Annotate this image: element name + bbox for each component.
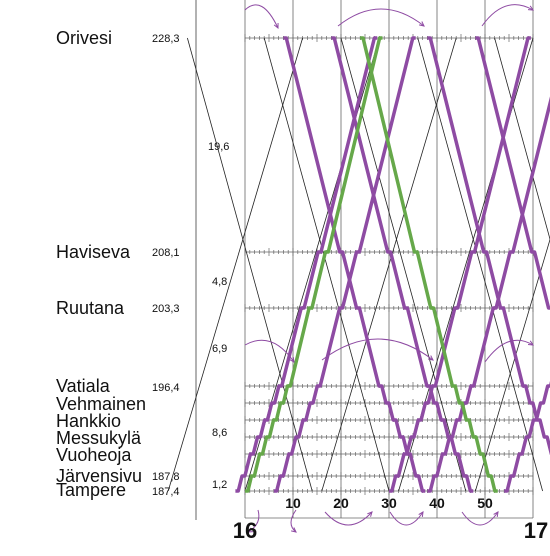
arrow-head <box>527 5 534 11</box>
station-km-jarvensivu: 187,8 <box>152 471 180 483</box>
station-name-tampere: Tampere <box>56 480 126 500</box>
arrow-head <box>247 527 254 533</box>
station-name-hankkio: Hankkio <box>56 411 121 431</box>
arrow-head <box>419 21 425 27</box>
station-name-jarvensivu: Järvensivu <box>56 466 142 486</box>
background-train-line <box>263 37 390 492</box>
segment-length-vatiala-jarvensivu: 8,6 <box>212 427 227 439</box>
turnaround-arrow <box>484 339 534 363</box>
station-name-haviseva: Haviseva <box>56 242 131 262</box>
station-name-vuoheoja: Vuoheoja <box>56 445 132 465</box>
background-train-line <box>494 37 550 241</box>
regional-train-line <box>245 36 383 493</box>
station-km-tampere: 187,4 <box>152 486 180 498</box>
arrow-head <box>418 511 424 518</box>
background-train-line <box>417 37 543 492</box>
turnaround-arrow <box>244 4 279 29</box>
turnaround-arrow <box>337 8 425 27</box>
arrow-head <box>428 355 434 361</box>
station-name-ruutana: Ruutana <box>56 298 125 318</box>
turnaround-arrow <box>389 511 424 526</box>
background-train-line <box>187 37 313 492</box>
station-name-orivesi: Orivesi <box>56 28 112 48</box>
segment-length-ruutana-vatiala: 6,9 <box>212 343 227 355</box>
minute-label-10: 10 <box>285 495 301 511</box>
station-km-orivesi: 228,3 <box>152 33 180 45</box>
station-km-haviseva: 208,1 <box>152 247 180 259</box>
minute-label-30: 30 <box>381 495 397 511</box>
station-km-ruutana: 203,3 <box>152 303 180 315</box>
commuter-train-line <box>273 36 416 493</box>
commuter-train-line <box>427 36 550 456</box>
turnaround-arrow <box>461 511 499 526</box>
commuter-train-line <box>389 36 531 493</box>
hour-label-16: 16 <box>233 518 257 543</box>
segment-length-jarvensivu-tampere: 1,2 <box>212 479 227 491</box>
time-axis: 10 20 30 40 50 16 17 <box>233 495 548 543</box>
commuter-train-line <box>283 36 426 493</box>
station-name-vehmainen: Vehmainen <box>56 394 146 414</box>
turnaround-arrow <box>290 509 297 533</box>
turnaround-arrow <box>247 509 260 533</box>
highlighted-trains <box>235 36 550 493</box>
commuter-train-line <box>235 36 378 493</box>
arrow-head <box>273 22 279 30</box>
station-km-vatiala: 196,4 <box>152 382 180 394</box>
segment-length-haviseva-ruutana: 4,8 <box>212 276 227 288</box>
turnaround-arrow <box>481 4 534 27</box>
hour-label-17: 17 <box>524 518 548 543</box>
station-name-messukyla: Messukylä <box>56 428 142 448</box>
commuter-train-line <box>475 36 550 310</box>
background-train-line <box>321 37 457 492</box>
commuter-train-line <box>331 36 474 493</box>
commuter-train-line <box>504 381 550 493</box>
arrow-head <box>527 340 534 346</box>
station-name-vatiala: Vatiala <box>56 376 111 396</box>
turnaround-arrow <box>324 511 373 526</box>
minute-label-40: 40 <box>429 495 445 511</box>
segment-lengths: 19,6 4,8 6,9 8,6 1,2 <box>208 141 229 491</box>
turnaround-arrows <box>244 4 534 533</box>
background-train-line <box>475 238 550 492</box>
commuter-train-line <box>427 96 550 493</box>
turnaround-arrow <box>244 339 295 363</box>
background-train-line <box>167 37 303 492</box>
arrow-head <box>291 527 297 533</box>
arrow-head <box>289 356 295 363</box>
arrow-head <box>493 511 499 518</box>
turnaround-arrow <box>321 338 434 361</box>
station-labels: Orivesi 228,3 Haviseva 208,1 Ruutana 203… <box>56 28 180 500</box>
regional-train-line <box>360 36 498 493</box>
segment-length-orivesi-haviseva: 19,6 <box>208 141 229 153</box>
minute-label-50: 50 <box>477 495 493 511</box>
minute-label-20: 20 <box>333 495 349 511</box>
arrow-head <box>367 511 373 517</box>
